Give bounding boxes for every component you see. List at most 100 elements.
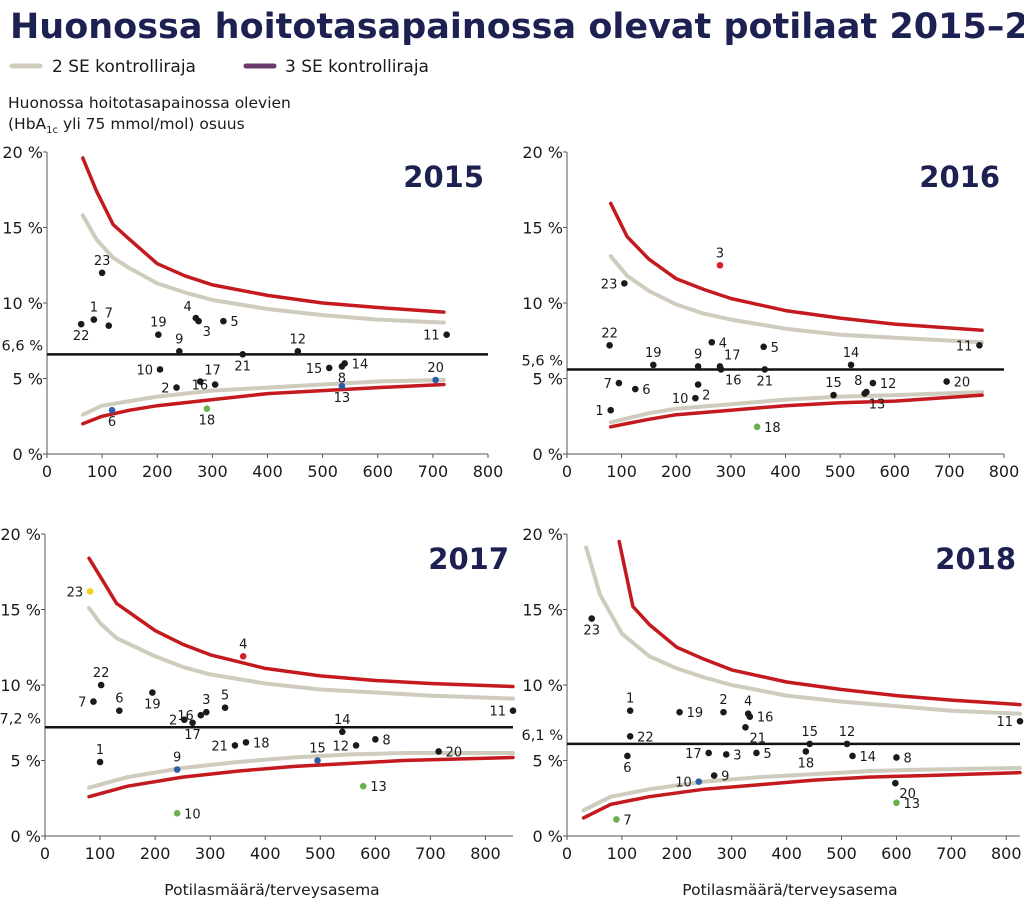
data-point [220, 317, 227, 325]
data-point-label: 14 [334, 713, 351, 728]
data-point [197, 711, 205, 719]
data-point-label: 19 [645, 346, 662, 361]
data-point-label: 6 [108, 415, 116, 430]
data-point-label: 13 [334, 391, 351, 406]
data-point-label: 23 [94, 254, 111, 269]
data-point [694, 381, 702, 388]
x-tick-label: 200 [661, 462, 692, 481]
data-point-label: 21 [756, 374, 773, 389]
panel-2017: 0 % 5 % 10 % 15 % 20 % 0 100 200 300 400 500 600 700… [0, 525, 517, 863]
panel-2018: 0 % 5 % 10 % 15 % 20 % 0 100 200 300 400 500 600 700… [522, 525, 1024, 863]
data-point-label: 11 [996, 715, 1013, 730]
x-tick-label: 600 [879, 462, 910, 481]
legend: 2 SE kontrolliraja 3 SE kontrolliraja [9, 57, 429, 77]
data-point-label: 10 [136, 363, 153, 378]
data-point [753, 749, 760, 757]
data-point [802, 748, 810, 755]
data-point [746, 713, 754, 721]
data-point-label: 19 [687, 706, 704, 721]
data-point [893, 754, 900, 761]
data-point-label: 3 [202, 693, 210, 708]
x-tick-label: 100 [606, 462, 637, 481]
x-tick-label: 400 [252, 462, 283, 481]
data-point [294, 348, 302, 355]
x-tick-label: 800 [470, 844, 501, 863]
data-point-label: 16 [192, 379, 209, 394]
data-point-label: 17 [204, 364, 221, 379]
y-tick-label: 5 % [11, 752, 41, 771]
x-tick-label: 300 [716, 462, 747, 481]
data-point [708, 338, 716, 346]
data-point-label: 19 [150, 316, 167, 331]
data-point-label: 12 [839, 725, 856, 740]
panel-year-title: 2018 [935, 542, 1016, 576]
data-point-label: 9 [721, 770, 729, 785]
data-point-label: 7 [105, 307, 113, 322]
data-point-label: 14 [843, 346, 860, 361]
data-point [761, 366, 769, 373]
data-point [443, 331, 450, 339]
data-point-label: 13 [903, 797, 920, 812]
data-point-label: 16 [177, 709, 194, 724]
x-tick-label: 800 [991, 844, 1022, 863]
data-point [760, 343, 767, 351]
x-tick-label: 200 [142, 462, 173, 481]
x-tick-label: 300 [195, 844, 226, 863]
y-tick-label: 10 % [522, 676, 563, 695]
data-point-label: 16 [725, 373, 742, 388]
panel-year-title: 2017 [428, 542, 509, 576]
y-tick-label: 0 % [533, 827, 563, 846]
y-tick-label: 0 % [11, 827, 41, 846]
data-point [239, 351, 246, 358]
mean-label: 6,6 % [2, 338, 43, 354]
limit-3se-lower [81, 382, 446, 426]
legend-label-2se: 2 SE kontrolliraja [52, 57, 196, 77]
data-point-label: 4 [719, 336, 727, 351]
data-point-label: 11 [489, 705, 506, 720]
data-point [631, 385, 639, 393]
data-point [77, 320, 85, 328]
data-point-label: 22 [601, 326, 618, 341]
data-point-label: 22 [637, 730, 654, 745]
y-tick-label: 15 % [522, 219, 563, 238]
limit-2se-lower [80, 378, 446, 417]
data-point [830, 391, 837, 399]
limit-3se-upper [608, 201, 984, 332]
data-point-label: 8 [903, 751, 911, 766]
x-tick-label: 100 [87, 462, 118, 481]
limit-3se-upper [81, 156, 446, 314]
limit-2se-upper [608, 254, 985, 345]
data-point [509, 707, 517, 714]
data-point [203, 405, 211, 413]
data-point [716, 363, 724, 370]
data-point [705, 749, 712, 757]
data-point-label: 2 [169, 714, 177, 729]
data-point [435, 748, 442, 755]
data-point [847, 361, 855, 369]
limit-3se-lower [581, 770, 1022, 820]
x-tick-label: 700 [934, 462, 965, 481]
data-point [242, 739, 250, 746]
data-point [176, 348, 183, 355]
limit-2se-lower [581, 766, 1022, 813]
x-tick-label: 0 [562, 462, 572, 481]
data-point-label: 10 [672, 392, 689, 407]
data-point [607, 406, 614, 414]
mean-label: 7,2 % [0, 711, 41, 727]
data-point [613, 816, 620, 823]
data-point [626, 707, 634, 714]
data-point [624, 752, 631, 760]
data-point-label: 23 [583, 624, 600, 639]
x-tick-label: 500 [305, 844, 336, 863]
y-tick-label: 15 % [2, 219, 43, 238]
data-point [203, 708, 210, 716]
data-point [325, 364, 333, 372]
data-point [676, 708, 683, 716]
data-point-label: 8 [854, 374, 862, 389]
data-point-label: 2 [719, 693, 727, 708]
x-tick-label: 800 [473, 462, 504, 481]
data-point [221, 704, 229, 711]
x-tick-label: 200 [140, 844, 171, 863]
data-point-label: 7 [604, 377, 612, 392]
